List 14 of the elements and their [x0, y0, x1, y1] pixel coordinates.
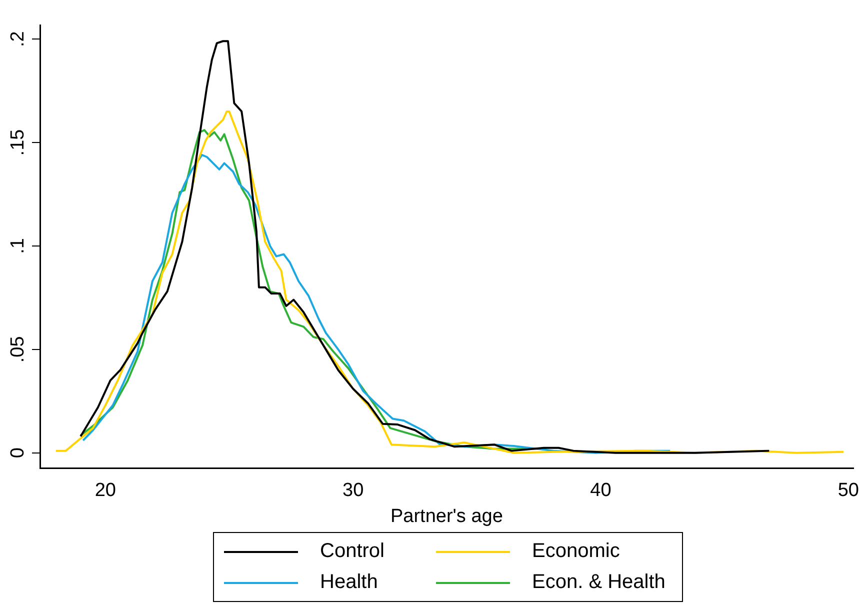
- x-tick-label: 40: [590, 480, 612, 502]
- y-tick-label: .05: [8, 336, 29, 363]
- x-tick-label: 20: [94, 480, 116, 502]
- y-tick-label: 0: [8, 448, 29, 458]
- y-tick-label: .2: [8, 31, 29, 47]
- legend-label: Economic: [532, 540, 620, 563]
- legend-label: Control: [320, 540, 384, 563]
- x-tick-label: 30: [342, 480, 364, 502]
- y-tick-label: .1: [8, 238, 29, 254]
- y-tick-label: .15: [8, 129, 29, 156]
- legend-label: Econ. & Health: [532, 571, 666, 594]
- legend-label: Health: [320, 571, 378, 594]
- x-tick-label: 50: [838, 480, 859, 502]
- x-axis-title: Partner's age: [390, 506, 503, 527]
